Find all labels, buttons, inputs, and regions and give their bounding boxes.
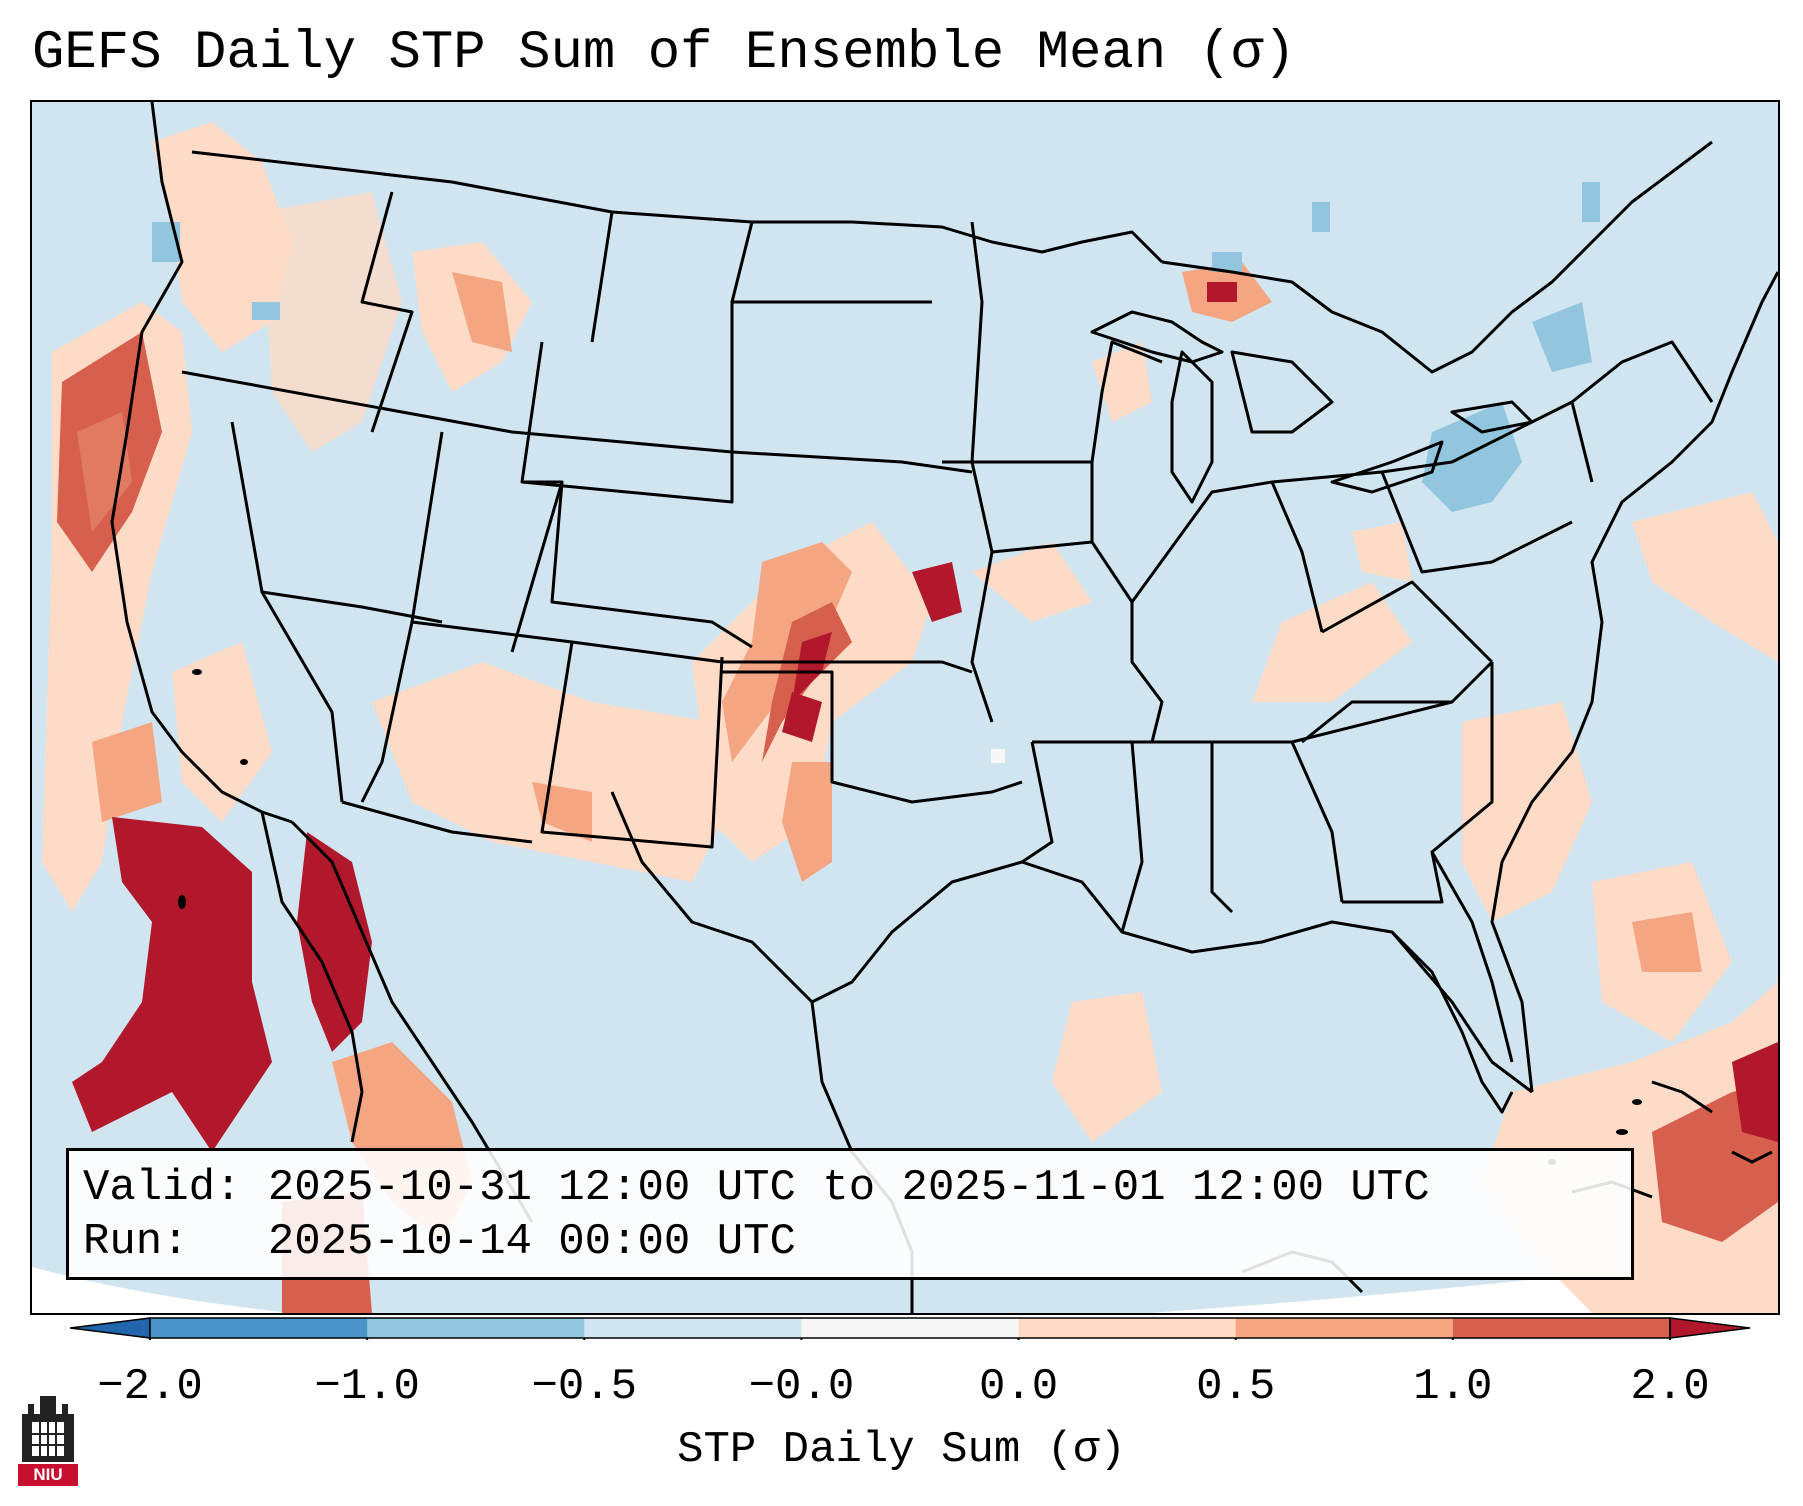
colorbar-extend-high xyxy=(1669,1317,1750,1339)
colorbar-bin xyxy=(584,1318,802,1338)
colorbar-tick-label: 0.0 xyxy=(978,1362,1059,1412)
niu-logo-text: NIU xyxy=(18,1464,78,1486)
plot-title: GEFS Daily STP Sum of Ensemble Mean (σ) xyxy=(32,23,1296,84)
colorbar-bin xyxy=(150,1318,368,1338)
positive-anomaly-areas xyxy=(42,122,1778,1313)
colorbar-bin xyxy=(801,1318,1020,1338)
colorbar xyxy=(70,1317,1750,1340)
valid-run-info-box: Valid: 2025-10-31 12:00 UTC to 2025-11-0… xyxy=(66,1148,1634,1280)
run-time-text: Run: 2025-10-14 00:00 UTC xyxy=(83,1217,796,1267)
colorbar-tick-label: 1.0 xyxy=(1413,1362,1493,1412)
colorbar-label: STP Daily Sum (σ) xyxy=(677,1425,1126,1475)
colorbar-tick-label: 2.0 xyxy=(1630,1362,1710,1412)
colorbar-bin xyxy=(1235,1318,1454,1338)
colorbar-tick-label: −2.0 xyxy=(97,1362,203,1412)
stp-map xyxy=(32,102,1778,1313)
colorbar-tick-label: −0.5 xyxy=(531,1362,638,1412)
state-boundaries xyxy=(110,102,1778,1313)
niu-logo-icon: NIU xyxy=(18,1392,78,1486)
colorbar-tick-label: 0.5 xyxy=(1196,1362,1276,1412)
colorbar-tick-label: −1.0 xyxy=(314,1362,420,1412)
colorbar-outline xyxy=(149,1317,1671,1339)
niu-castle-icon xyxy=(22,1396,74,1462)
colorbar-extend-low xyxy=(70,1317,151,1339)
valid-time-text: Valid: 2025-10-31 12:00 UTC to 2025-11-0… xyxy=(83,1163,1430,1213)
colorbar-bin xyxy=(1018,1318,1237,1338)
colorbar-bin xyxy=(367,1318,585,1338)
map-panel xyxy=(30,100,1780,1315)
colorbar-bin xyxy=(1452,1318,1671,1338)
colorbar-tick-label: −0.0 xyxy=(748,1362,855,1412)
